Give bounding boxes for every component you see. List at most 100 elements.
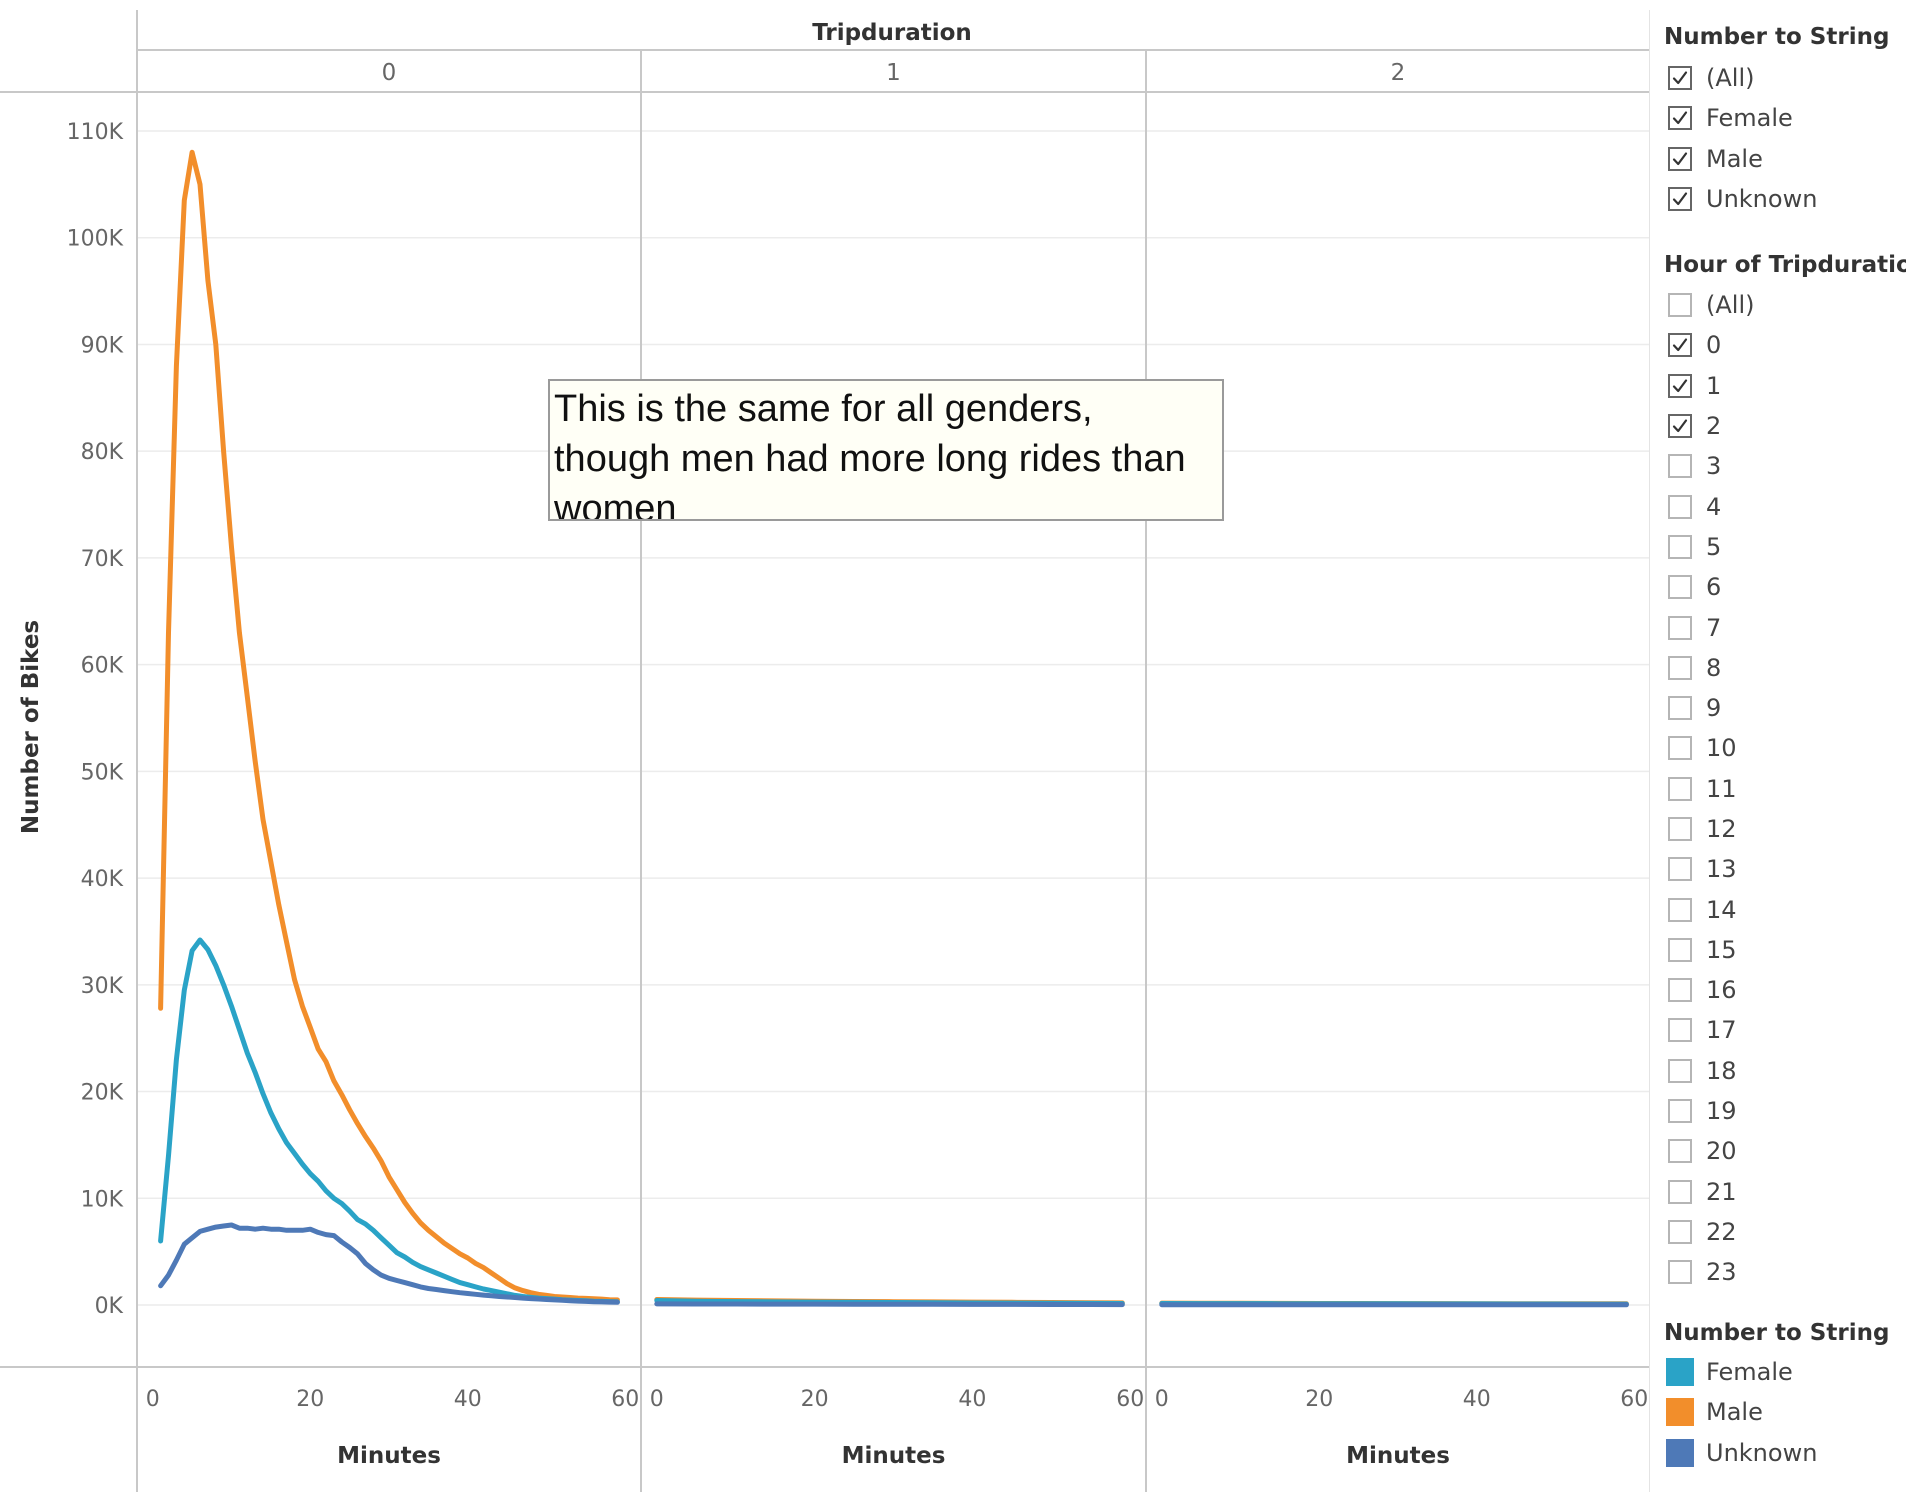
filter-item-label: 16 (1706, 976, 1737, 1005)
checkbox[interactable] (1668, 1099, 1692, 1124)
filter-item[interactable]: 10 (1668, 728, 1754, 768)
checkmark-icon (1672, 419, 1688, 433)
filter-item[interactable]: Unknown (1668, 179, 1817, 219)
column-header: Tripduration (812, 20, 972, 46)
filter-item[interactable]: 15 (1668, 930, 1754, 970)
checkbox[interactable] (1668, 897, 1692, 922)
checkbox[interactable] (1668, 1260, 1692, 1285)
filter-item[interactable]: 11 (1668, 769, 1754, 809)
filter-item[interactable]: 9 (1668, 688, 1754, 728)
filter-item[interactable]: 8 (1668, 648, 1754, 688)
checkbox[interactable] (1668, 857, 1692, 882)
color-legend-item[interactable]: Female (1666, 1352, 1817, 1392)
filter-item[interactable]: 2 (1668, 406, 1754, 446)
color-legend-item[interactable]: Male (1666, 1392, 1817, 1432)
filter-item[interactable]: 16 (1668, 970, 1754, 1010)
checkbox[interactable] (1668, 575, 1692, 600)
filter-item[interactable]: 3 (1668, 446, 1754, 486)
checkbox[interactable] (1668, 1139, 1692, 1164)
y-tick-label: 110K (67, 120, 124, 145)
checkbox[interactable] (1668, 696, 1692, 721)
filter-item-label: 13 (1706, 855, 1737, 884)
filter-item-label: 7 (1706, 613, 1722, 642)
filter-item-label: 10 (1706, 734, 1737, 763)
color-swatch (1666, 1398, 1694, 1427)
checkbox[interactable] (1668, 655, 1692, 680)
x-axis-label: Minutes (842, 1443, 946, 1469)
checkbox[interactable] (1668, 146, 1692, 171)
color-legend-list: Female Male Unknown (1666, 1352, 1817, 1473)
series-line-female-panel-0 (158, 937, 620, 1305)
filter-item[interactable]: 12 (1668, 809, 1754, 849)
checkbox[interactable] (1668, 534, 1692, 559)
series-line-male-panel-0 (158, 149, 620, 1303)
filter-item[interactable]: (All) (1668, 58, 1817, 98)
y-tick-label: 60K (81, 654, 124, 679)
color-legend-item[interactable]: Unknown (1666, 1433, 1817, 1473)
gender-filter-list: (All) Female Male Unknown (1668, 58, 1817, 219)
y-tick-label: 20K (81, 1081, 124, 1106)
checkmark-icon (1672, 379, 1688, 392)
filter-item[interactable]: 18 (1668, 1051, 1754, 1091)
checkbox[interactable] (1668, 293, 1692, 318)
gridlines (137, 130, 1650, 1306)
filter-item-label: 22 (1706, 1217, 1737, 1246)
color-legend-label: Unknown (1706, 1438, 1818, 1467)
color-swatch (1666, 1358, 1694, 1387)
filter-item[interactable]: 23 (1668, 1252, 1754, 1292)
filter-item[interactable]: Male (1668, 139, 1817, 179)
filter-item[interactable]: Female (1668, 98, 1817, 138)
filter-item-label: (All) (1706, 64, 1755, 93)
filter-item-label: (All) (1706, 291, 1755, 320)
filter-item-label: Unknown (1706, 185, 1818, 214)
checkbox[interactable] (1668, 66, 1692, 91)
x-tick-label: 20 (801, 1387, 829, 1412)
filter-item[interactable]: 0 (1668, 325, 1754, 365)
filter-item-label: 4 (1706, 492, 1722, 521)
checkbox[interactable] (1668, 1179, 1692, 1204)
filter-item[interactable]: 1 (1668, 366, 1754, 406)
checkbox[interactable] (1668, 1058, 1692, 1083)
checkbox[interactable] (1668, 333, 1692, 358)
checkmark-icon (1672, 192, 1688, 206)
filter-item-label: 0 (1706, 331, 1722, 360)
x-axis-label: Minutes (337, 1443, 441, 1469)
checkbox[interactable] (1668, 817, 1692, 841)
filter-item[interactable]: 6 (1668, 567, 1754, 607)
checkbox[interactable] (1668, 615, 1692, 640)
checkbox[interactable] (1668, 1219, 1692, 1244)
checkbox[interactable] (1668, 454, 1692, 479)
checkbox[interactable] (1668, 414, 1692, 439)
filter-item[interactable]: 20 (1668, 1131, 1754, 1171)
checkbox[interactable] (1668, 106, 1692, 131)
filter-item[interactable]: 22 (1668, 1212, 1754, 1252)
filter-item-label: 8 (1706, 653, 1722, 682)
y-tick-label: 0K (95, 1294, 124, 1319)
checkbox[interactable] (1668, 776, 1692, 801)
checkbox[interactable] (1668, 494, 1692, 519)
filter-item[interactable]: 4 (1668, 486, 1754, 526)
filter-item[interactable]: (All) (1668, 285, 1754, 325)
x-tick-label: 60 (611, 1387, 639, 1412)
checkbox[interactable] (1668, 937, 1692, 962)
filter-item[interactable]: 7 (1668, 607, 1754, 647)
checkmark-icon (1672, 111, 1688, 125)
filter-item[interactable]: 14 (1668, 889, 1754, 929)
filter-item-label: 17 (1706, 1016, 1737, 1045)
filter-item[interactable]: 13 (1668, 849, 1754, 889)
checkbox[interactable] (1668, 736, 1692, 761)
x-axis-label: Minutes (1346, 1443, 1450, 1469)
gender-filter-title: Number to String (1664, 24, 1890, 50)
checkmark-icon (1672, 152, 1688, 165)
checkbox[interactable] (1668, 187, 1692, 212)
filter-item[interactable]: 21 (1668, 1172, 1754, 1212)
filter-item-label: Female (1706, 104, 1793, 133)
x-tick-label: 0 (650, 1387, 664, 1412)
filter-item-label: 3 (1706, 452, 1722, 481)
checkbox[interactable] (1668, 1018, 1692, 1043)
checkbox[interactable] (1668, 373, 1692, 398)
filter-item[interactable]: 19 (1668, 1091, 1754, 1131)
filter-item[interactable]: 17 (1668, 1010, 1754, 1050)
filter-item[interactable]: 5 (1668, 527, 1754, 567)
checkbox[interactable] (1668, 978, 1692, 1003)
